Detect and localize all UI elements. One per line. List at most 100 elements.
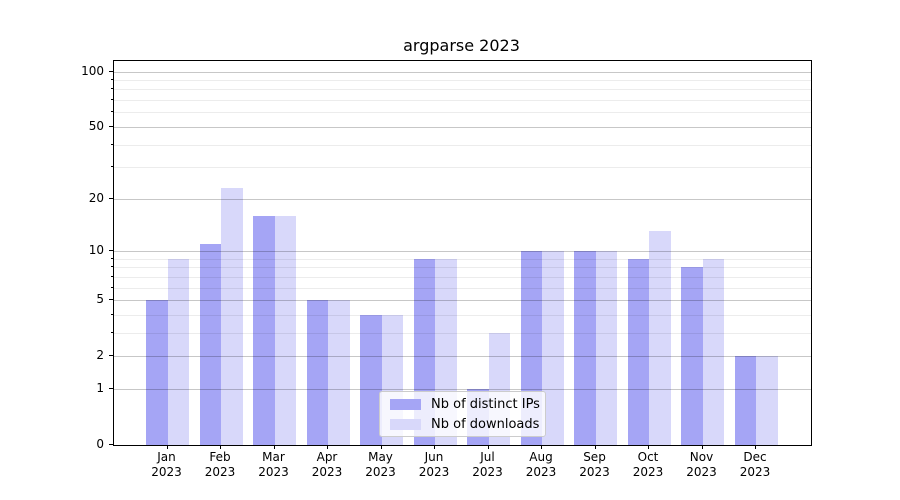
y-tick-label: 1	[96, 380, 104, 395]
gridline-major	[114, 300, 811, 301]
bar-distinct-ips	[253, 215, 275, 445]
x-tick-month: Aug	[529, 450, 553, 464]
x-tick-mark	[541, 445, 542, 449]
plot-area: Nb of distinct IPs Nb of downloads	[113, 60, 812, 446]
gridline-major	[114, 198, 811, 200]
gridline-major	[114, 126, 811, 128]
y-tick-mark	[109, 249, 113, 251]
y-tick-label: 20	[88, 190, 104, 205]
x-tick-label: Oct 2023	[616, 450, 680, 480]
x-tick-month: Sep	[583, 450, 606, 464]
bar-downloads	[274, 215, 296, 445]
bar-distinct-ips	[306, 300, 328, 445]
x-tick-month: Jun	[424, 450, 444, 464]
gridline-minor	[114, 100, 811, 101]
bar-distinct-ips	[681, 267, 703, 445]
bar-distinct-ips	[199, 243, 221, 445]
y-tick-label: 10	[88, 242, 104, 257]
x-tick-year: 2023	[258, 465, 289, 479]
bar-distinct-ips	[360, 314, 382, 445]
y-minor-tick-mark	[111, 331, 113, 333]
gridline-minor	[114, 112, 811, 114]
x-tick-month: Oct	[637, 450, 659, 464]
x-tick-year: 2023	[204, 465, 236, 479]
x-tick-label: Jan 2023	[135, 450, 199, 480]
x-tick-year: 2023	[686, 465, 717, 479]
y-tick-label: 50	[88, 118, 104, 133]
x-tick-mark	[273, 445, 275, 449]
x-tick-year: 2023	[365, 465, 396, 479]
legend-label: Nb of distinct IPs	[431, 396, 540, 412]
x-tick-label: May 2023	[349, 450, 413, 480]
bar-distinct-ips	[146, 300, 168, 445]
gridline-major	[114, 250, 811, 252]
bar-downloads	[542, 250, 564, 445]
y-minor-tick-mark	[111, 286, 113, 288]
gridline-minor	[114, 287, 811, 289]
y-tick-mark	[109, 355, 113, 357]
gridline-major	[114, 356, 811, 358]
x-tick-mark	[755, 445, 756, 449]
x-tick-mark	[380, 445, 382, 449]
x-tick-month: Nov	[689, 450, 714, 464]
chart-title: argparse 2023	[403, 36, 520, 55]
bar-distinct-ips	[627, 258, 649, 445]
y-minor-tick-mark	[111, 275, 113, 277]
legend-row: Nb of distinct IPs	[390, 397, 545, 412]
y-tick-label: 0	[96, 437, 104, 451]
y-tick-mark	[109, 197, 113, 199]
x-tick-mark	[166, 445, 168, 449]
y-minor-tick-mark	[111, 166, 113, 168]
y-minor-tick-mark	[111, 111, 113, 113]
x-tick-label: Nov 2023	[670, 450, 734, 480]
y-tick-mark	[109, 70, 113, 72]
x-tick-month: Jan	[157, 450, 176, 464]
x-tick-label: Jun 2023	[402, 450, 466, 480]
bar-downloads	[595, 250, 617, 445]
x-tick-year: 2023	[418, 465, 450, 479]
gridline-minor	[114, 89, 811, 91]
legend-label: Nb of downloads	[431, 416, 540, 432]
bar-distinct-ips	[574, 250, 596, 445]
legend: Nb of distinct IPs Nb of downloads	[379, 391, 546, 437]
gridline-minor	[114, 314, 811, 316]
x-tick-year: 2023	[525, 465, 557, 479]
bar-distinct-ips	[734, 356, 756, 445]
gridline-minor	[114, 144, 811, 146]
x-tick-month: Apr	[316, 450, 338, 464]
x-tick-mark	[327, 445, 328, 449]
x-tick-year: 2023	[311, 465, 343, 479]
x-tick-label: Dec 2023	[723, 450, 787, 480]
legend-row: Nb of downloads	[390, 417, 545, 432]
x-tick-mark	[594, 445, 596, 449]
y-minor-tick-mark	[111, 266, 113, 268]
x-tick-label: Jul 2023	[456, 450, 520, 480]
bar-downloads	[756, 356, 778, 445]
x-tick-month: May	[368, 450, 393, 464]
x-tick-label: Aug 2023	[509, 450, 573, 480]
bar-downloads	[649, 231, 671, 445]
gridline-minor	[114, 258, 811, 260]
y-tick-mark	[109, 387, 113, 389]
y-minor-tick-mark	[111, 313, 113, 315]
y-minor-tick-mark	[111, 88, 113, 90]
legend-swatch	[390, 398, 421, 410]
x-tick-year: 2023	[739, 465, 771, 479]
x-tick-year: 2023	[472, 465, 503, 479]
x-tick-mark	[434, 445, 435, 449]
bar-downloads	[167, 258, 189, 445]
x-tick-month: Mar	[262, 450, 285, 464]
y-tick-label: 100	[81, 63, 104, 78]
gridline-minor	[114, 167, 811, 169]
x-tick-month: Feb	[209, 450, 231, 464]
legend-swatch	[390, 418, 421, 430]
y-tick-mark	[109, 125, 113, 127]
x-tick-mark	[648, 445, 649, 449]
y-minor-tick-mark	[111, 143, 113, 145]
x-tick-month: Jul	[480, 450, 495, 464]
x-tick-month: Dec	[743, 450, 767, 464]
x-tick-mark	[701, 445, 703, 449]
y-minor-tick-mark	[111, 99, 113, 100]
x-tick-year: 2023	[579, 465, 610, 479]
